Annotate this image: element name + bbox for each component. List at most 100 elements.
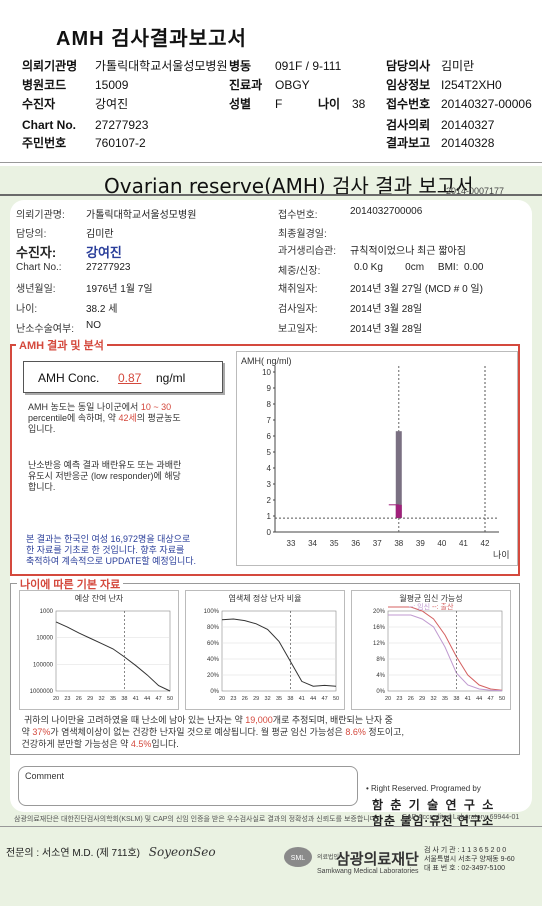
summary-text: 정도이고,: [368, 727, 404, 737]
x-tick-label: 38: [394, 539, 403, 548]
x-tick-label: 37: [373, 539, 382, 548]
estimated-eggs: 19,000: [245, 715, 273, 725]
remaining-eggs-svg: 1000000 100000 10000 1000 20 23 26 29 32 35 38 41 44…: [30, 609, 173, 702]
x-axis-label: 나이: [493, 550, 510, 560]
header-label: 임상정보: [386, 78, 431, 92]
y-tick-label: 0%: [210, 689, 219, 695]
response-prediction: 난소반응 예측 결과 배란유도 또는 과배란 유도시 저반응군 (low res…: [28, 460, 228, 493]
amh-analysis-section: AMH 결과 및 분석 AMH Conc. 0.87 ng/ml AMH 농도는…: [10, 337, 520, 576]
info-value: 2014년 3월 28일: [350, 324, 423, 335]
header-label: 병원코드: [22, 78, 67, 92]
note-text: 축적하여 계속적으로 UPDATE할 예정입니다.: [26, 556, 197, 566]
x-tick-label: 32: [431, 696, 437, 702]
header-value: 20140327-00006: [441, 97, 532, 111]
age-data-section: 나이에 따른 기본 자료 예상 잔여 난자 1000000 100000 10000…: [10, 576, 520, 755]
interp-text: percentile에 속하며, 약: [28, 413, 116, 423]
info-value: 2014032700006: [350, 206, 423, 217]
info-label: 난소수술여부:: [16, 324, 74, 335]
x-tick-label: 35: [110, 696, 116, 702]
info-label: 최종월경일:: [278, 229, 327, 240]
patient-name: 강여진: [86, 245, 122, 260]
x-tick-label: 50: [499, 696, 505, 702]
header-label: 나이: [318, 97, 341, 111]
header-value: 김미란: [441, 59, 475, 73]
x-tick-label: 38: [453, 696, 459, 702]
header-label: 성별: [229, 97, 252, 111]
plot-area: [221, 610, 337, 692]
y-tick-label: 8: [267, 400, 272, 409]
info-label: 수진자:: [16, 245, 57, 260]
foundation-label-small: 의료법인: [317, 855, 340, 861]
x-tick-label: 47: [156, 696, 162, 702]
info-value: 규칙적이었으나 최근 짧아짐: [350, 246, 466, 257]
y-tick-label: 100%: [204, 609, 220, 615]
comment-label: Comment: [25, 771, 65, 781]
header-value: I254T2XH0: [441, 78, 502, 92]
x-tick-label: 41: [465, 696, 471, 702]
signature: SoyeonSeo: [148, 845, 216, 859]
info-label: 나이:: [16, 304, 38, 315]
info-label: 채취일자:: [278, 284, 318, 295]
cap-accreditation: CAP Accredited Laboratory, 69944-01: [402, 814, 520, 821]
header-label: 주민번호: [22, 136, 67, 150]
info-value: 38.2 세: [86, 304, 118, 315]
chart-title: 염색체 정상 난자 비율: [228, 594, 302, 603]
info-label: 접수번호:: [278, 210, 318, 221]
y-tick-label: 16%: [373, 625, 386, 631]
x-tick-label: 35: [276, 696, 282, 702]
y-tick-label: 4: [267, 464, 272, 473]
contact-line: 서울특별시 서초구 양재동 9-60: [424, 856, 515, 863]
x-tick-label: 50: [167, 696, 173, 702]
age-equivalent: 42세: [118, 413, 137, 423]
header-label: 진료과: [229, 78, 263, 92]
y-tick-label: 1000: [40, 609, 54, 615]
info-label: 과거생리습관:: [278, 246, 336, 257]
info-label: 체중/신장:: [278, 266, 321, 277]
header-row-1: 의뢰기관명 가톨릭대학교서울성모병원 병동 091F / 9-111 담당의사 …: [0, 57, 542, 75]
x-tick-label: 44: [144, 696, 150, 702]
y-tick-label: 7: [267, 416, 272, 425]
legend-pregnancy: --: 임신: [408, 604, 431, 611]
interp-text: AMH 농도는 동일 나이군에서: [28, 402, 139, 412]
svg-text:SML: SML: [291, 855, 306, 862]
summary-text: 건강하게 분만할 가능성은 약: [21, 739, 129, 749]
x-tick-label: 23: [230, 696, 236, 702]
plot-area: [55, 610, 171, 692]
x-tick-label: 29: [419, 696, 425, 702]
amh-age-chart: AMH( ng/ml) 0 1 2 3 4 5 6 7 8 9 10 33 34 35 36 37 38 39 40 4…: [236, 351, 518, 566]
x-tick-label: 20: [385, 696, 391, 702]
x-tick-label: 34: [308, 539, 317, 548]
x-tick-label: 32: [265, 696, 271, 702]
x-tick-label: 29: [87, 696, 93, 702]
info-label: 의뢰기관명:: [16, 210, 65, 221]
info-value: 27277923: [86, 262, 131, 273]
x-tick-label: 42: [481, 539, 490, 548]
header-label: 병동: [229, 59, 252, 73]
series-line-1: [388, 606, 503, 691]
section-title: AMH 결과 및 분석: [16, 337, 107, 353]
header-label: 접수번호: [386, 97, 431, 111]
info-label: 생년월일:: [16, 284, 56, 295]
header-value: 15009: [95, 78, 129, 92]
y-tick-label: 20%: [207, 673, 220, 679]
pregnancy-chance-svg: 0% 4% 8% 12% 16% 20% 20 23 26 29 32 35 38 41 44 47 50: [373, 606, 505, 702]
percentile-range: 10 ~ 30: [140, 402, 172, 412]
info-value: 1976년 1월 7일: [86, 284, 153, 295]
x-tick-label: 38: [287, 696, 293, 702]
note-text: 본 결과는 한국인 여성 16,972명을 대상으로: [26, 534, 191, 544]
header-value: 강여진: [95, 97, 129, 111]
amh-interpretation: AMH 농도는 동일 나이군에서 10 ~ 30 percentile에 속하며…: [28, 402, 228, 435]
y-tick-label: 40%: [207, 657, 220, 663]
x-tick-label: 50: [333, 696, 339, 702]
x-tick-label: 23: [64, 696, 70, 702]
pregnancy-rate: 8.6%: [345, 727, 366, 737]
info-value: 0.0 Kg 0cm BMI: 0.00: [354, 262, 484, 273]
x-tick-label: 35: [330, 539, 339, 548]
header-row-3: 수진자 강여진 성별 F 나이 38 접수번호 20140327-00006: [0, 95, 542, 113]
foundation-name: 삼광의료재단: [336, 851, 419, 868]
legend-birth: --: 출산: [431, 604, 454, 611]
header-divider: [0, 162, 542, 163]
header-row-2: 병원코드 15009 진료과 OBGY 임상정보 I254T2XH0: [0, 76, 542, 94]
header-value: 20140327: [441, 118, 495, 132]
interp-text: 입니다.: [28, 424, 56, 434]
